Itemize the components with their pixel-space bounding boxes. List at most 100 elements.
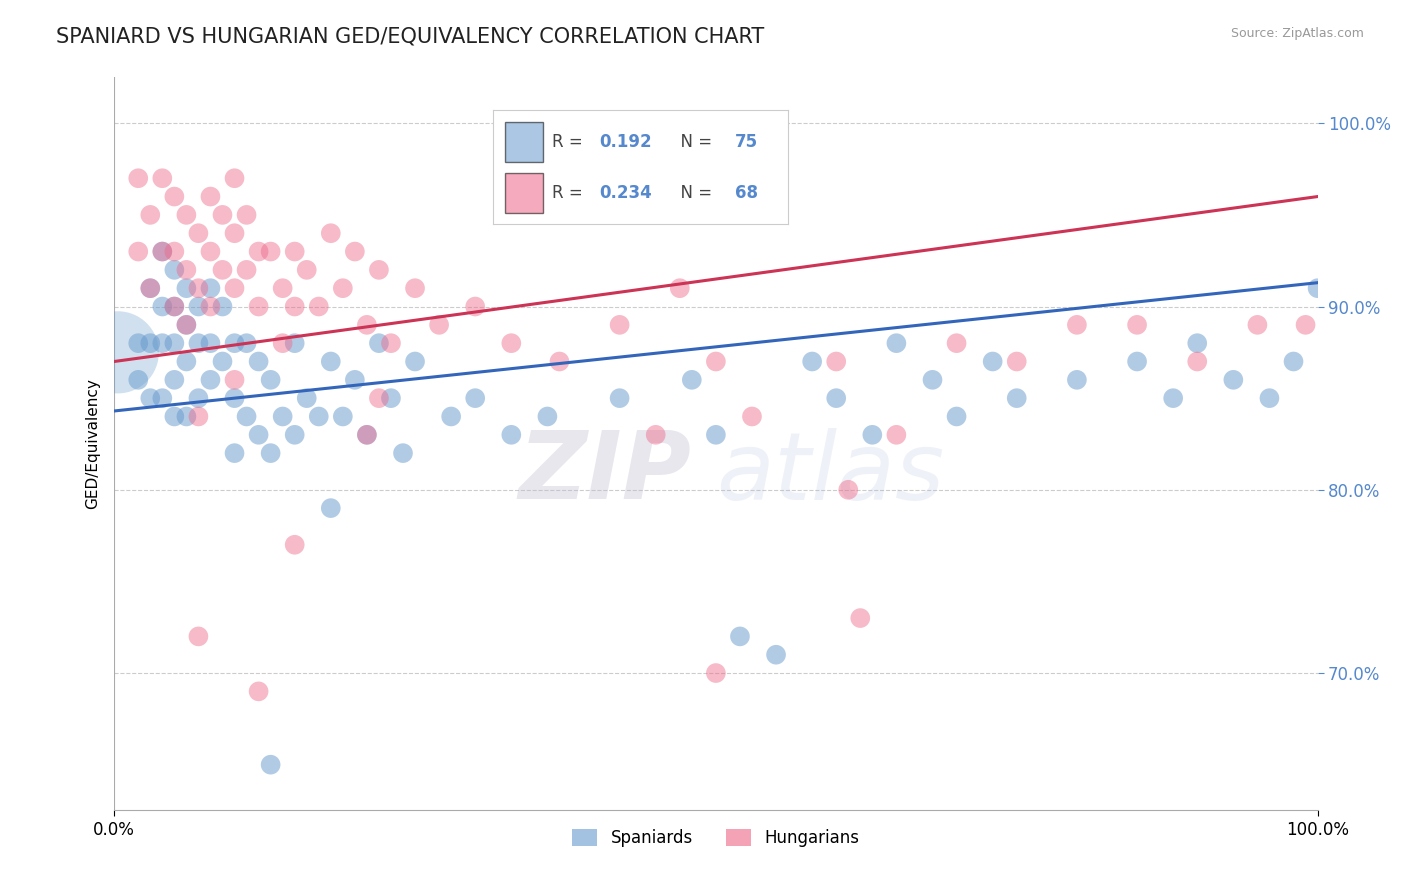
Point [163,189,186,203]
Point [187,336,209,351]
Point [704,666,727,681]
Point [163,263,186,277]
Point [886,336,908,351]
Point [332,409,354,424]
Point [127,244,149,259]
Point [284,244,307,259]
Point [1187,354,1209,368]
Point [176,281,198,295]
Point [1187,336,1209,351]
Point [150,171,173,186]
Point [644,427,666,442]
Point [501,427,523,442]
Point [127,171,149,186]
Point [163,300,186,314]
Point [247,300,270,314]
Point [247,244,270,259]
Point [187,226,209,240]
Point [886,427,908,442]
Point [235,263,257,277]
Point [176,208,198,222]
Point [247,684,270,698]
Point [308,300,330,314]
Point [332,281,354,295]
Point [741,409,763,424]
Point [127,373,149,387]
Point [368,336,391,351]
Point [139,281,162,295]
Point [319,354,342,368]
Point [235,208,257,222]
Point [501,336,523,351]
Point [200,281,222,295]
Point [224,391,246,405]
Point [1306,281,1329,295]
Point [176,409,198,424]
Point [271,281,294,295]
Point [150,391,173,405]
Point [1222,373,1244,387]
Point [356,427,378,442]
Point [139,336,162,351]
Point [380,391,402,405]
Point [200,189,222,203]
Point [211,354,233,368]
Point [163,373,186,387]
Point [295,263,318,277]
Point [284,538,307,552]
Point [150,244,173,259]
Point [1126,354,1149,368]
Point [548,354,571,368]
Text: atlas: atlas [716,428,945,519]
Point [1005,354,1028,368]
Point [368,263,391,277]
Point [860,427,883,442]
Point [200,244,222,259]
Point [176,318,198,332]
Point [187,300,209,314]
Point [427,318,450,332]
Point [163,300,186,314]
Point [176,263,198,277]
Point [704,427,727,442]
Point [150,300,173,314]
Point [1126,318,1149,332]
Point [176,354,198,368]
Point [1005,391,1028,405]
Point [187,629,209,643]
Point [368,391,391,405]
Point [224,226,246,240]
Point [464,300,486,314]
Point [150,244,173,259]
Point [139,391,162,405]
Point [825,391,848,405]
Point [259,757,281,772]
Point [668,281,690,295]
Point [308,409,330,424]
Point [343,244,366,259]
Point [343,373,366,387]
Point [211,208,233,222]
Point [200,300,222,314]
Point [187,409,209,424]
Point [404,354,426,368]
Point [235,409,257,424]
Point [200,373,222,387]
Point [1161,391,1184,405]
Point [728,629,751,643]
Point [319,226,342,240]
Point [1258,391,1281,405]
Point [127,336,149,351]
Text: ZIP: ZIP [519,427,692,519]
Point [187,391,209,405]
Point [284,427,307,442]
Point [163,244,186,259]
Point [163,409,186,424]
Point [801,354,824,368]
Point [704,354,727,368]
Point [945,409,967,424]
Point [247,354,270,368]
Point [404,281,426,295]
Point [176,318,198,332]
Point [392,446,415,460]
